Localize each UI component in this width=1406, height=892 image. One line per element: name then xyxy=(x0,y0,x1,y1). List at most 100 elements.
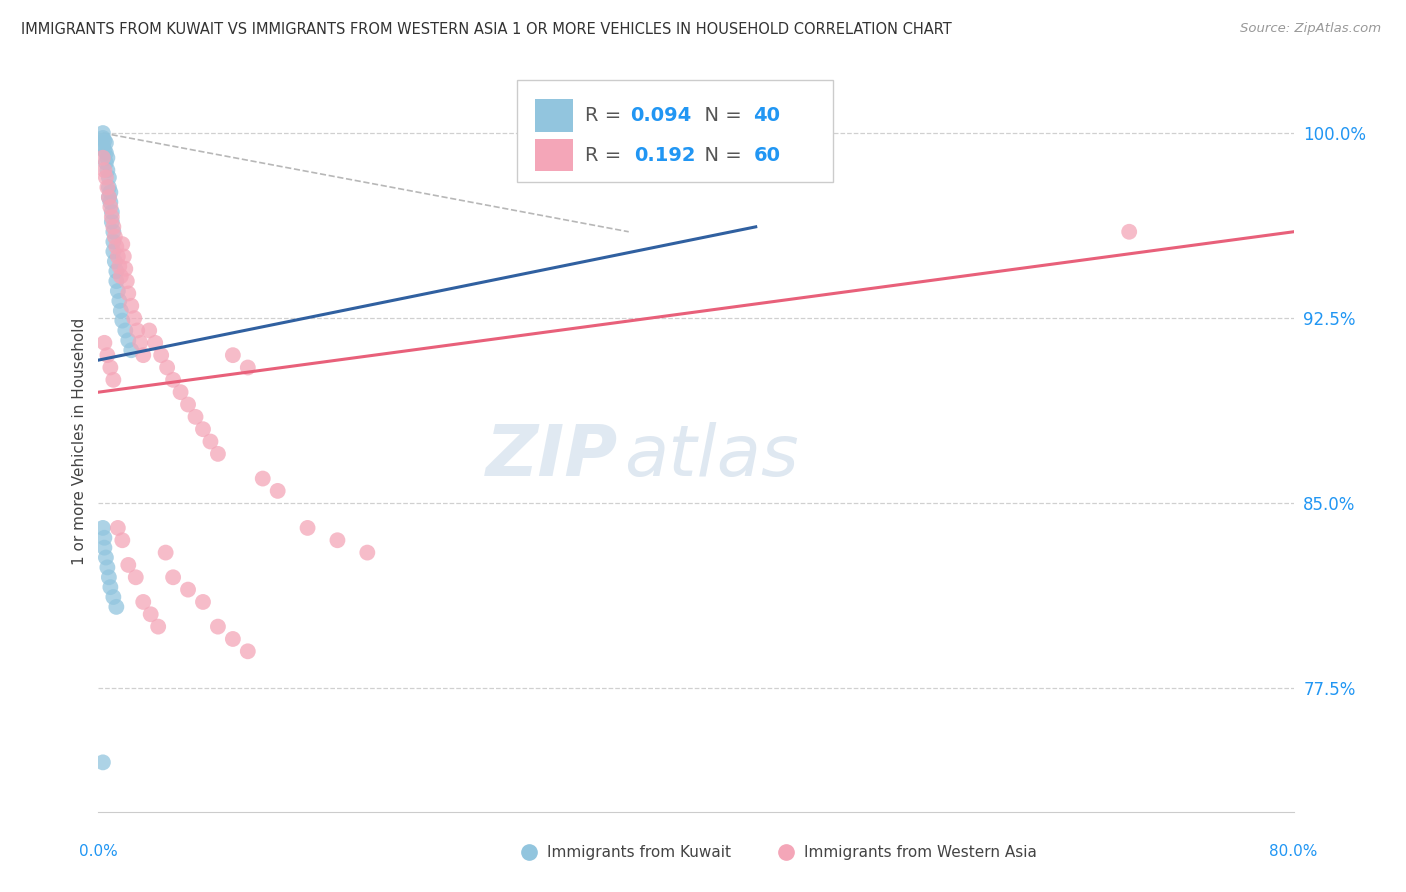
Text: N =: N = xyxy=(692,106,748,125)
Point xyxy=(94,145,117,160)
FancyBboxPatch shape xyxy=(517,80,834,183)
Point xyxy=(125,570,148,584)
Point xyxy=(96,348,118,362)
Text: N =: N = xyxy=(692,145,748,164)
Point xyxy=(117,286,139,301)
Point xyxy=(98,580,122,594)
Text: Immigrants from Kuwait: Immigrants from Kuwait xyxy=(547,845,731,860)
Point xyxy=(103,244,125,259)
Point xyxy=(98,200,122,214)
Point xyxy=(93,144,115,158)
Point xyxy=(129,335,152,350)
Point xyxy=(93,163,115,178)
Point xyxy=(207,447,229,461)
Point xyxy=(115,274,138,288)
Point xyxy=(91,131,114,145)
Text: 80.0%: 80.0% xyxy=(1270,844,1317,859)
Point xyxy=(94,155,117,169)
Point xyxy=(91,151,114,165)
Text: R =: R = xyxy=(585,106,627,125)
Point xyxy=(98,195,122,210)
Point xyxy=(104,229,127,244)
Point xyxy=(326,533,349,548)
Point xyxy=(110,303,132,318)
Point xyxy=(236,644,259,658)
Point xyxy=(103,235,125,249)
Text: IMMIGRANTS FROM KUWAIT VS IMMIGRANTS FROM WESTERN ASIA 1 OR MORE VEHICLES IN HOU: IMMIGRANTS FROM KUWAIT VS IMMIGRANTS FRO… xyxy=(21,22,952,37)
Point xyxy=(97,180,120,194)
Point xyxy=(111,237,134,252)
Point xyxy=(108,293,131,308)
Point xyxy=(114,261,136,276)
Text: Source: ZipAtlas.com: Source: ZipAtlas.com xyxy=(1240,22,1381,36)
Point xyxy=(120,343,142,358)
Point xyxy=(110,269,132,284)
Point xyxy=(97,190,120,204)
Point xyxy=(107,284,129,298)
Point xyxy=(101,210,124,224)
Point xyxy=(191,422,214,436)
Point xyxy=(117,558,139,572)
Point xyxy=(105,599,128,614)
Text: R =: R = xyxy=(585,145,634,164)
Point xyxy=(138,323,160,337)
Point xyxy=(117,334,139,348)
Point xyxy=(156,360,179,375)
Point xyxy=(236,360,259,375)
Point xyxy=(93,541,115,555)
Point xyxy=(96,151,118,165)
Point xyxy=(184,409,207,424)
Text: 60: 60 xyxy=(754,145,780,164)
Point xyxy=(103,225,125,239)
Point xyxy=(132,348,155,362)
Point xyxy=(91,756,114,770)
Point xyxy=(97,190,120,204)
Text: Immigrants from Western Asia: Immigrants from Western Asia xyxy=(804,845,1036,860)
Text: 0.094: 0.094 xyxy=(630,106,692,125)
Point xyxy=(356,546,378,560)
FancyBboxPatch shape xyxy=(534,100,572,132)
Point xyxy=(252,471,274,485)
Point xyxy=(114,323,136,337)
Point xyxy=(91,126,114,140)
Point xyxy=(105,239,128,253)
Point xyxy=(93,133,115,147)
Point xyxy=(155,546,177,560)
Point xyxy=(169,385,191,400)
Point xyxy=(93,531,115,545)
Point xyxy=(107,249,129,263)
Point xyxy=(98,360,122,375)
Point xyxy=(91,138,114,153)
Point xyxy=(222,632,245,646)
Point xyxy=(96,560,118,574)
Point xyxy=(207,619,229,633)
Point xyxy=(162,570,184,584)
Point xyxy=(101,205,124,219)
Point xyxy=(105,274,128,288)
Point xyxy=(108,260,131,274)
Point xyxy=(191,595,214,609)
Y-axis label: 1 or more Vehicles in Household: 1 or more Vehicles in Household xyxy=(72,318,87,566)
Point xyxy=(222,348,245,362)
Point xyxy=(96,163,118,178)
Point xyxy=(139,607,162,622)
Point xyxy=(103,590,125,604)
Point xyxy=(91,521,114,535)
Point xyxy=(150,348,173,362)
Point xyxy=(200,434,222,449)
Point xyxy=(111,313,134,327)
Point xyxy=(101,215,124,229)
Point xyxy=(267,483,290,498)
Point xyxy=(97,170,120,185)
Point xyxy=(94,550,117,565)
Text: 0.192: 0.192 xyxy=(634,145,696,164)
Point xyxy=(96,180,118,194)
Point xyxy=(94,170,117,185)
Text: 40: 40 xyxy=(754,106,780,125)
Point xyxy=(105,264,128,278)
Point xyxy=(94,136,117,150)
Text: ZIP: ZIP xyxy=(486,422,619,491)
Point xyxy=(107,521,129,535)
Point xyxy=(143,335,166,350)
Point xyxy=(98,186,122,200)
